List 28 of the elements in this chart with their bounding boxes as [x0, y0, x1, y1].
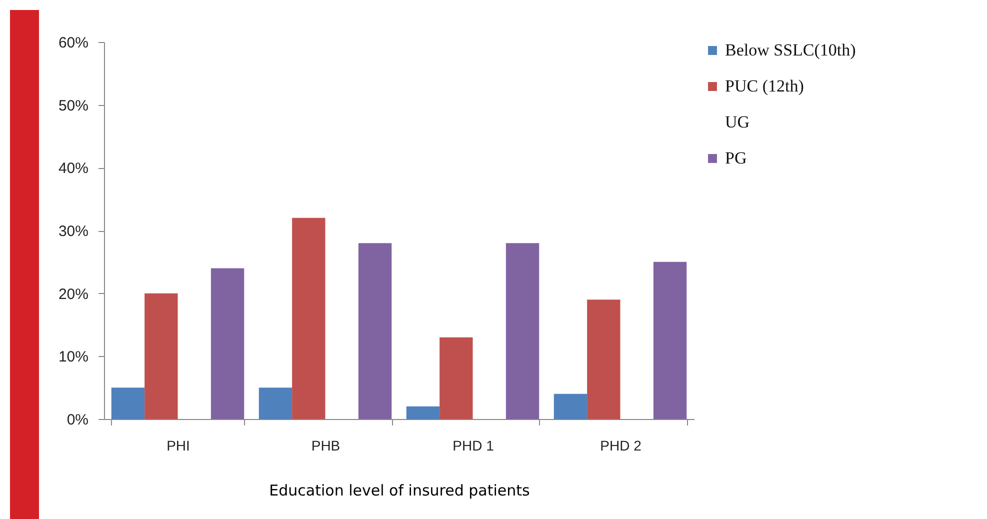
x-tick-label: PHD 1 — [452, 438, 494, 454]
bar — [406, 406, 440, 419]
y-tick-label: 30% — [58, 223, 88, 240]
y-tick-label: 50% — [58, 97, 88, 114]
x-axis-title: Education level of insured patients — [269, 482, 530, 500]
y-tick-label: 0% — [66, 412, 88, 428]
bar — [506, 243, 540, 419]
bar — [440, 337, 473, 419]
bar — [653, 262, 687, 419]
bar — [292, 218, 326, 419]
legend-label: PUC (12th) — [725, 76, 804, 96]
x-tick-label: PHD 2 — [600, 438, 642, 454]
bar — [554, 394, 588, 419]
y-tick-label: 10% — [58, 348, 88, 366]
bar — [111, 388, 145, 419]
bar — [258, 388, 292, 419]
legend-label: PG — [725, 148, 747, 168]
y-tick-label: 60% — [58, 34, 88, 52]
legend-label: Below SSLC(10th) — [725, 40, 856, 60]
bar — [210, 268, 244, 419]
y-tick-label: 20% — [58, 286, 88, 303]
bar — [587, 300, 620, 419]
text: UG — [725, 112, 750, 132]
y-tick-label: 40% — [58, 160, 88, 178]
x-tick-label: PHB — [311, 438, 340, 454]
bar — [144, 293, 178, 419]
x-tick-label: PHI — [166, 438, 190, 454]
bar — [358, 243, 392, 419]
